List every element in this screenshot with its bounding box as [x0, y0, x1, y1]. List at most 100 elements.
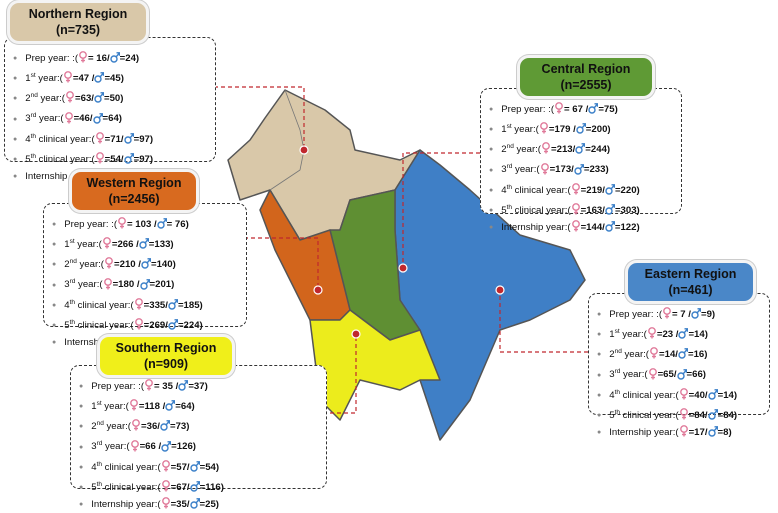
year-label: Prep year: :(: [91, 381, 145, 392]
year-label: 5: [25, 153, 31, 165]
female-icon: [145, 379, 153, 391]
region-count: (n=461): [668, 283, 713, 297]
year-item: 5th clinical year:( =84/ =84): [597, 404, 769, 424]
ordinal: nd: [506, 143, 514, 151]
male-count: =66): [686, 369, 706, 381]
male-count: =84): [717, 409, 738, 421]
female-icon: [95, 131, 104, 144]
ordinal: th: [614, 408, 620, 416]
female-icon: [130, 439, 139, 452]
male-count: =244): [585, 144, 611, 156]
male-icon: [161, 440, 172, 452]
leader-line: [214, 86, 305, 150]
year-label: 3: [64, 279, 70, 291]
region-title: Western Region (n=2456): [72, 172, 196, 210]
female-count: =46/: [73, 113, 93, 125]
male-icon: [605, 183, 615, 195]
female-count: = 35 /: [154, 381, 179, 392]
leader-line: [230, 237, 319, 290]
year-label-rest: year:(: [619, 329, 647, 341]
region-list: Prep year: :(= 103 / = 76) 1st year:(=266 …: [43, 203, 247, 348]
female-count: =219/: [580, 184, 605, 196]
year-label-rest: clinical year:(: [512, 204, 571, 216]
year-label: 5: [64, 319, 70, 331]
male-icon: [189, 481, 200, 492]
year-label-rest: year:(: [621, 349, 650, 361]
region-count: (n=909): [143, 357, 189, 371]
year-label: 1: [501, 124, 507, 136]
region-dot: [299, 145, 309, 155]
male-icon: [605, 204, 615, 215]
female-count: =71/: [104, 133, 124, 145]
year-item: 2nd year:(=63/ =50): [13, 87, 215, 107]
male-count: =140): [150, 259, 176, 271]
female-count: =84/: [688, 409, 708, 421]
male-count: =126): [171, 441, 196, 453]
year-label: Prep year: :(: [64, 219, 118, 230]
year-label-rest: clinical year:(: [620, 409, 679, 421]
year-label-rest: year:(: [103, 421, 132, 433]
ordinal: th: [614, 388, 620, 396]
male-count: = 76): [166, 219, 189, 230]
year-label: Prep year: :(: [609, 309, 663, 320]
male-count: =224): [177, 319, 203, 331]
female-icon: [161, 459, 170, 472]
region-title: Southern Region (n=909): [100, 337, 232, 375]
male-icon: [189, 498, 200, 509]
year-label-rest: clinical year:(: [75, 319, 134, 331]
region-count: (n=2456): [108, 192, 160, 206]
male-icon: [141, 258, 151, 270]
female-icon: [118, 217, 126, 229]
female-count: =47 /: [72, 73, 95, 85]
year-list: Prep year: :(= 16/ =24) 1st year:(=47 / =45…: [5, 38, 215, 185]
male-count: =97): [133, 133, 154, 145]
year-item: 1st year:(=118 / =64): [79, 395, 326, 415]
female-icon: [132, 419, 140, 431]
ordinal: th: [30, 132, 36, 140]
ordinal: st: [69, 238, 75, 245]
female-count: =210 /: [114, 259, 141, 271]
year-item: 4th clinical year:(=335/ =185): [52, 294, 246, 314]
leader-line: [402, 152, 480, 268]
ordinal: th: [506, 203, 512, 211]
year-label: 4: [609, 389, 615, 401]
female-count: =65/: [657, 369, 677, 381]
region-list: Prep year: :(= 67 / =75) 1st year:(=179 / =…: [480, 88, 682, 233]
year-item: Prep year: :(= 35 / =37): [79, 378, 326, 395]
page: {"regions": [ {"name": "Northern Region"…: [0, 0, 778, 492]
female-count: =35/: [170, 498, 190, 510]
year-label: 3: [609, 369, 615, 381]
year-label: 3: [25, 113, 31, 125]
male-icon: [707, 426, 718, 437]
leaders: [214, 86, 588, 414]
male-count: =14): [717, 389, 738, 401]
male-count: =233): [583, 164, 609, 176]
female-icon: [542, 142, 550, 154]
ordinal: st: [506, 123, 512, 130]
male-icon: [707, 388, 718, 400]
male-icon: [109, 52, 120, 63]
male-count: =73): [169, 421, 190, 433]
male-icon: [178, 380, 189, 391]
year-label: 4: [25, 133, 31, 145]
male-count: =25): [199, 498, 219, 510]
male-icon: [707, 409, 718, 420]
female-icon: [105, 257, 113, 269]
male-icon: [678, 328, 689, 339]
female-count: =54/: [104, 153, 124, 165]
year-item: Internship year:(=144/ =122): [489, 219, 681, 236]
year-item: 3rd year:(=66 / =126): [79, 435, 326, 455]
region-count: (n=735): [55, 23, 101, 37]
male-icon: [588, 103, 599, 114]
ordinal: nd: [30, 92, 38, 100]
male-icon: [168, 298, 178, 310]
year-label: 5: [609, 409, 615, 421]
year-label: 4: [501, 184, 507, 196]
male-count: =201): [149, 279, 175, 291]
year-item: 1st year:(=266 / =133): [52, 233, 246, 253]
female-count: =40/: [688, 389, 708, 401]
region-name: Western Region: [86, 176, 182, 190]
male-count: =116): [199, 481, 224, 493]
female-count: =66 /: [139, 441, 162, 453]
female-count: = 7 /: [672, 309, 691, 320]
